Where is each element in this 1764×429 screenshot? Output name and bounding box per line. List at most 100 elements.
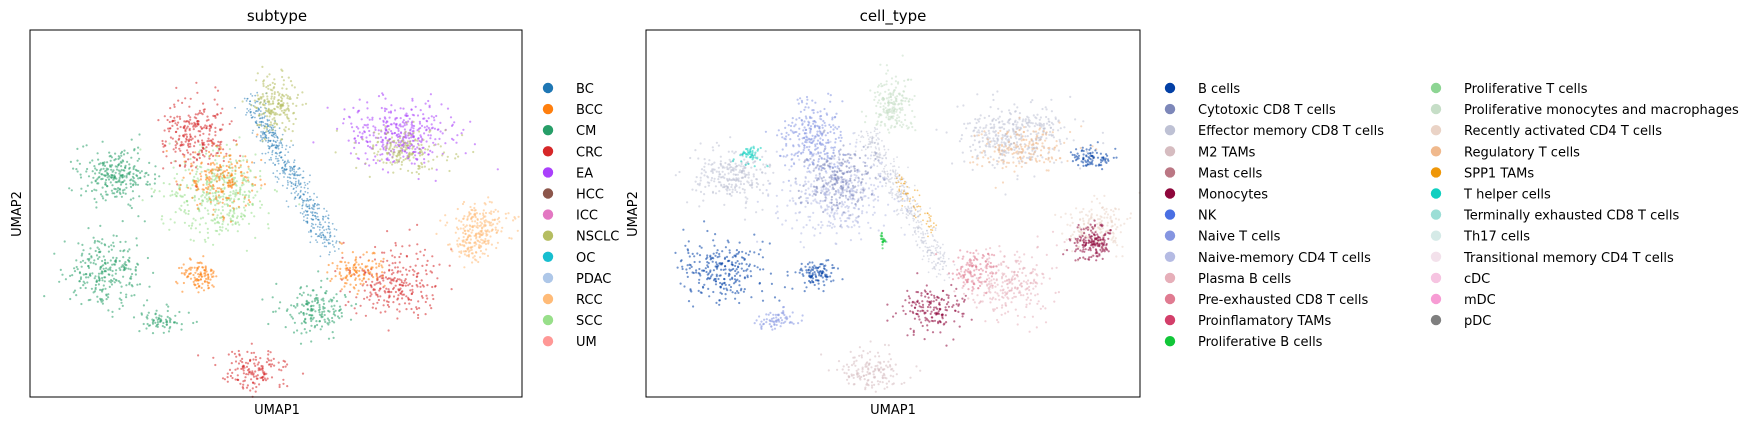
scatter-point: [184, 160, 187, 163]
scatter-point: [216, 169, 219, 172]
scatter-point: [281, 93, 284, 96]
scatter-point: [304, 214, 307, 217]
scatter-point: [468, 249, 471, 252]
scatter-point: [104, 261, 107, 264]
scatter-point: [948, 276, 951, 279]
scatter-point: [285, 162, 288, 165]
scatter-point: [331, 222, 334, 225]
scatter-point: [840, 214, 844, 217]
scatter-point: [104, 199, 107, 202]
scatter-point: [928, 258, 930, 260]
scatter-point: [321, 310, 324, 314]
scatter-point: [445, 159, 449, 162]
scatter-point: [795, 219, 799, 222]
scatter-point: [408, 269, 411, 272]
scatter-point: [189, 133, 192, 136]
scatter-point: [214, 159, 217, 162]
scatter-point: [179, 149, 182, 152]
scatter-point: [379, 295, 382, 298]
scatter-point: [189, 118, 192, 121]
scatter-point: [254, 183, 257, 187]
scatter-point: [920, 232, 922, 235]
scatter-point: [389, 143, 392, 147]
scatter-point: [511, 219, 515, 222]
scatter-point: [97, 272, 101, 275]
scatter-point: [367, 259, 370, 262]
scatter-point: [729, 170, 733, 174]
scatter-point: [131, 285, 134, 288]
scatter-point: [379, 148, 382, 151]
scatter-point: [279, 105, 283, 108]
scatter-point: [107, 250, 110, 253]
scatter-point: [717, 144, 721, 147]
scatter-point: [734, 162, 737, 165]
scatter-point: [395, 154, 398, 157]
scatter-point: [382, 257, 385, 260]
scatter-point: [233, 212, 236, 215]
scatter-point: [204, 269, 207, 272]
scatter-point: [473, 143, 476, 146]
scatter-point: [285, 169, 287, 171]
scatter-point: [244, 179, 247, 182]
scatter-point: [934, 229, 937, 232]
scatter-point: [351, 251, 354, 254]
scatter-point: [464, 225, 467, 228]
scatter-point: [230, 173, 233, 176]
scatter-point: [288, 96, 292, 99]
scatter-point: [190, 162, 193, 165]
scatter-point: [174, 211, 177, 214]
scatter-point: [209, 163, 212, 166]
scatter-point: [462, 231, 465, 234]
scatter-point: [353, 137, 356, 140]
scatter-point: [278, 144, 280, 147]
scatter-point: [376, 295, 379, 298]
scatter-point: [198, 165, 202, 168]
scatter-point: [152, 319, 155, 322]
scatter-point: [93, 188, 96, 191]
scatter-point: [139, 148, 142, 151]
scatter-point: [936, 246, 938, 249]
scatter-point: [348, 290, 351, 293]
scatter-point: [462, 200, 466, 204]
scatter-point: [377, 150, 380, 153]
scatter-point: [416, 275, 419, 278]
scatter-point: [915, 233, 917, 235]
scatter-point: [312, 208, 315, 211]
scatter-point: [416, 285, 419, 288]
scatter-point: [263, 138, 267, 141]
scatter-point: [414, 105, 417, 108]
scatter-point: [239, 186, 242, 189]
scatter-point: [837, 189, 840, 192]
scatter-point: [214, 210, 217, 213]
scatter-point: [857, 134, 860, 137]
scatter-point: [274, 146, 277, 148]
scatter-point: [173, 105, 176, 108]
scatter-point: [723, 183, 726, 186]
scatter-point: [230, 163, 233, 166]
scatter-point: [175, 191, 178, 194]
scatter-point: [190, 122, 193, 125]
scatter-point: [222, 195, 225, 198]
scatter-point: [319, 328, 322, 331]
scatter-point: [86, 184, 89, 187]
scatter-point: [228, 204, 232, 208]
scatter-point: [215, 197, 218, 201]
scatter-point: [200, 275, 204, 278]
scatter-point: [68, 187, 71, 190]
scatter-point: [245, 176, 248, 179]
scatter-point: [873, 159, 876, 162]
scatter-point: [889, 162, 892, 165]
scatter-point: [234, 169, 237, 173]
scatter-point: [285, 87, 288, 90]
scatter-point: [373, 252, 376, 255]
scatter-point: [866, 132, 869, 135]
scatter-point: [229, 161, 232, 164]
scatter-point: [105, 169, 108, 172]
scatter-point: [368, 146, 372, 149]
scatter-point: [96, 152, 99, 155]
scatter-point: [278, 113, 281, 116]
scatter-point: [428, 168, 431, 171]
scatter-point: [933, 239, 935, 242]
scatter-point: [183, 221, 186, 224]
scatter-point: [253, 99, 256, 102]
